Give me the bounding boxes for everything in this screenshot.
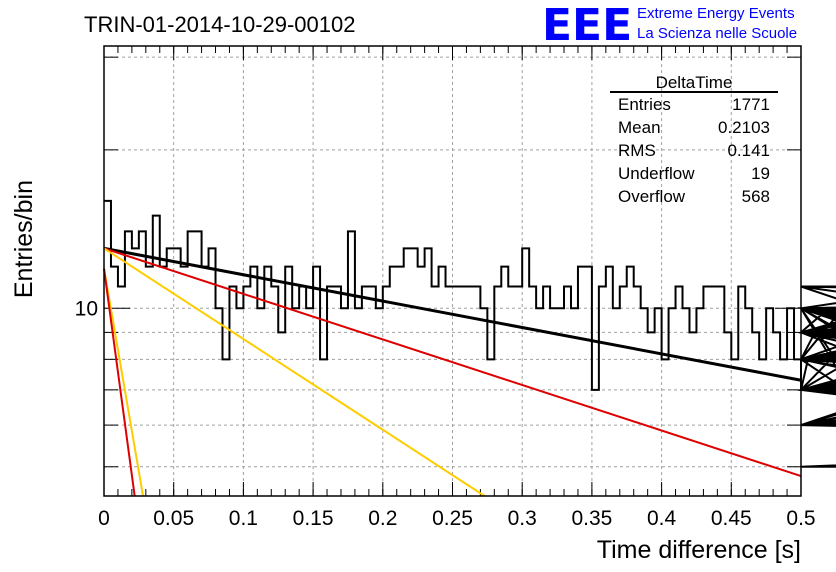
stats-value: 0.141 [727, 141, 770, 160]
stats-name: DeltaTime [656, 73, 733, 92]
fit-line [103, 246, 802, 382]
x-tick-label: 0 [98, 507, 110, 530]
stats-label: RMS [618, 141, 656, 160]
stats-label: Mean [618, 118, 661, 137]
x-axis-label: Time difference [s] [597, 536, 801, 564]
stats-label: Entries [618, 95, 671, 114]
stats-rows: Entries 1771 Mean 0.2103 RMS 0.141 Underflow 19… [618, 95, 770, 206]
fit-line [103, 247, 802, 478]
logo-text: EEE [542, 0, 632, 51]
histogram-outline [104, 199, 836, 468]
x-tick-label: 0.4 [647, 507, 677, 530]
y-tick-label: 10 [75, 297, 98, 320]
stats-value: 0.2103 [718, 118, 770, 137]
grid-lines [104, 46, 801, 496]
stats-value: 568 [742, 187, 770, 206]
fit-line [103, 268, 136, 497]
run-title: TRIN-01-2014-10-29-00102 [84, 12, 356, 37]
stats-box: DeltaTime Entries 1771 Mean 0.2103 RMS 0.141 U… [610, 73, 778, 206]
stats-value: 1771 [732, 95, 770, 114]
y-axis-label: Entries/bin [10, 180, 38, 298]
y-tick-labels: 10 [75, 297, 98, 320]
x-tick-label: 0.35 [571, 507, 612, 530]
fit-line [103, 247, 486, 497]
fit-lines [103, 246, 802, 497]
x-tick-label: 0.3 [508, 507, 537, 530]
histogram-bins [104, 199, 836, 468]
x-tick-label: 0.25 [432, 507, 473, 530]
x-tick-label: 0.1 [229, 507, 258, 530]
x-tick-label: 0.05 [153, 507, 194, 530]
stats-value: 19 [751, 164, 770, 183]
x-tick-label: 0.15 [293, 507, 334, 530]
x-tick-labels: 0 0.05 0.1 0.15 0.2 0.25 0.3 0.35 0.4 0.45 0.5 [98, 507, 815, 530]
stats-label: Overflow [618, 187, 686, 206]
logo-line-1: Extreme Energy Events [637, 5, 795, 22]
logo-line-2: La Scienza nelle Scuole [637, 25, 797, 42]
eee-logo: EEE Extreme Energy Events La Scienza nel… [542, 0, 797, 51]
x-tick-label: 0.2 [368, 507, 397, 530]
x-tick-label: 0.5 [786, 507, 815, 530]
x-tick-label: 0.45 [711, 507, 752, 530]
stats-label: Underflow [618, 164, 695, 183]
fit-line [103, 268, 145, 497]
plot-frame [103, 45, 802, 497]
